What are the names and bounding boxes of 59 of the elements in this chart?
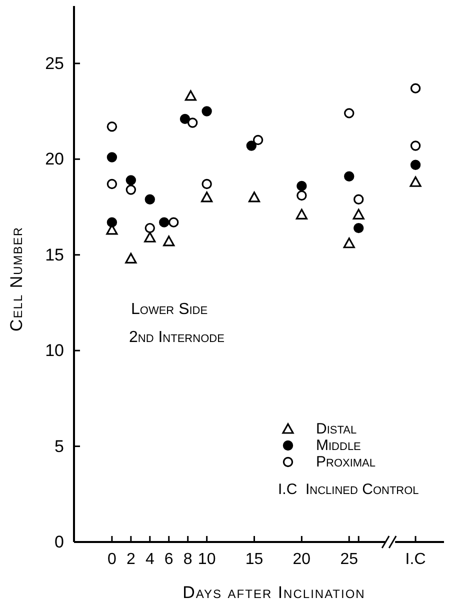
x-tick-label: 10 [198,551,216,568]
point [410,140,421,151]
point [410,160,421,170]
point [354,194,364,204]
y-tick-label: 10 [45,341,64,360]
x-tick-label: 15 [245,551,264,568]
y-tick-label: 5 [54,436,64,456]
point [246,140,257,151]
point [201,192,213,202]
point [410,176,422,187]
point [352,208,364,220]
point [125,252,137,264]
point [163,236,175,246]
point [144,194,155,204]
annotation: Lower Side [131,301,208,318]
x-tick-label: 20 [292,551,311,568]
y-axis-title: Cell Number [7,226,26,332]
point [126,184,136,195]
x-tick-label: 8 [183,551,192,568]
point [296,180,307,192]
y-tick-label: 20 [45,150,64,169]
x-tick-label: 6 [164,551,174,568]
legend-label: Proximal [316,454,376,470]
point [202,178,212,190]
x-tick-label: 2 [126,551,136,568]
point [202,106,212,116]
point [296,190,307,201]
point [106,217,118,228]
point [248,192,260,202]
point [344,171,354,182]
point [354,222,364,234]
point [106,178,118,190]
point [126,175,136,186]
point [106,152,118,162]
annotation: 2nd Internode [129,329,224,346]
x-tick-label: I.C [405,551,426,568]
point [410,83,421,94]
y-tick-label: 0 [54,532,64,552]
annotation: I.C Inclined Control [278,481,419,498]
y-tick-label: 15 [45,245,64,264]
point [180,114,190,124]
x-tick-label: 0 [107,551,116,568]
point [296,208,308,220]
point [344,108,354,118]
y-tick-label: 25 [45,54,64,73]
point [343,238,355,248]
point [106,122,118,132]
x-tick-label: 4 [145,551,154,568]
point [144,222,155,234]
point [144,232,156,242]
point [252,134,264,146]
point [168,217,179,228]
legend-label: Middle [316,437,361,454]
point [184,90,196,101]
legend-label: Distal [316,420,357,438]
x-tick-label: 25 [340,551,358,568]
x-axis-title: Days after Inclination [182,583,366,602]
point [187,118,198,128]
point [159,217,170,228]
